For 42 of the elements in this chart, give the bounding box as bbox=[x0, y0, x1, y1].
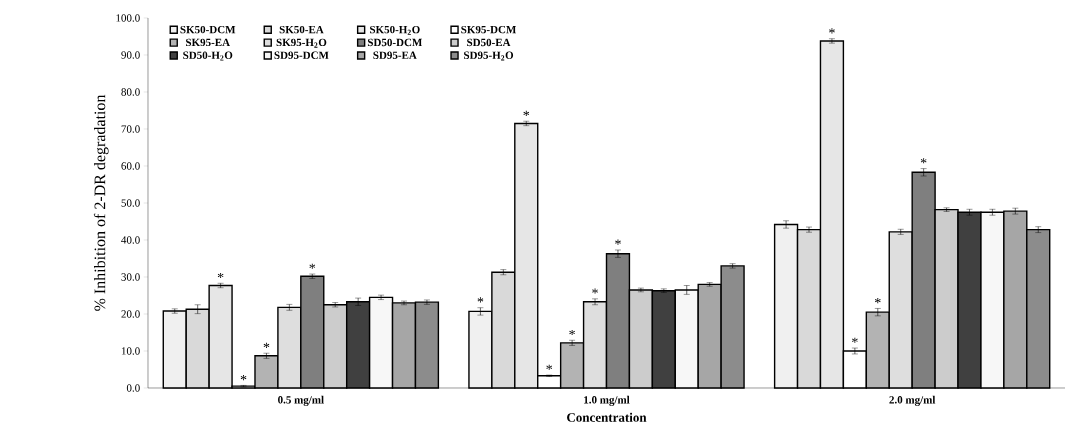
x-tick-label: 1.0 mg/ml bbox=[584, 395, 630, 406]
legend-label: SD50-H$_{2}$O bbox=[183, 51, 233, 61]
legend-label: SK95-DCM bbox=[461, 25, 517, 34]
data-label: * bbox=[592, 288, 598, 294]
legend-label: SK50-EA bbox=[279, 25, 324, 34]
y-tick-label: 100.0 bbox=[116, 14, 140, 22]
y-tick-label: 90.0 bbox=[121, 51, 140, 59]
y-tick-label: 20.0 bbox=[121, 310, 140, 318]
data-label: * bbox=[240, 375, 247, 381]
y-tick-label: 30.0 bbox=[121, 273, 140, 281]
x-tick-label: 0.5 mg/ml bbox=[278, 395, 324, 406]
data-label: * bbox=[217, 272, 224, 279]
x-axis-title: Concentration bbox=[567, 412, 647, 422]
data-label: * bbox=[523, 110, 530, 116]
legend-label: SK50-DCM bbox=[180, 25, 236, 34]
legend-label: SD50-EA bbox=[467, 38, 511, 47]
legend-label: SD95-H$_{2}$O bbox=[464, 51, 514, 61]
y-tick-label: 40.0 bbox=[121, 236, 140, 244]
y-tick-label: 60.0 bbox=[121, 162, 140, 170]
y-tick-label: 80.0 bbox=[121, 88, 140, 96]
data-label: * bbox=[569, 329, 575, 336]
data-label: * bbox=[874, 298, 881, 304]
data-label: * bbox=[852, 337, 858, 343]
legend-label: SK95-EA bbox=[186, 38, 230, 47]
y-axis-title: % Inhibition of 2-DR degradation bbox=[93, 94, 109, 311]
data-label: * bbox=[615, 239, 621, 245]
legend-label: SK50-H$_{2}$O bbox=[370, 25, 420, 35]
y-tick-label: 10.0 bbox=[121, 347, 140, 355]
y-tick-label: 70.0 bbox=[121, 125, 140, 133]
data-label: * bbox=[477, 297, 484, 303]
legend-label: SD95-DCM bbox=[274, 51, 329, 59]
data-label: * bbox=[263, 342, 270, 348]
legend-label: SD95-EA bbox=[373, 51, 417, 59]
y-tick-label: 0.0 bbox=[126, 384, 140, 392]
data-label: * bbox=[920, 158, 927, 164]
data-label: * bbox=[546, 364, 553, 370]
x-tick-label: 2.0 mg/ml bbox=[889, 395, 936, 406]
data-label: * bbox=[829, 28, 835, 34]
y-tick-label: 50.0 bbox=[121, 199, 140, 207]
data-label: * bbox=[309, 263, 316, 269]
legend-label: SD50-DCM bbox=[367, 38, 422, 47]
legend-label: SK95-H$_{2}$O bbox=[276, 38, 327, 48]
